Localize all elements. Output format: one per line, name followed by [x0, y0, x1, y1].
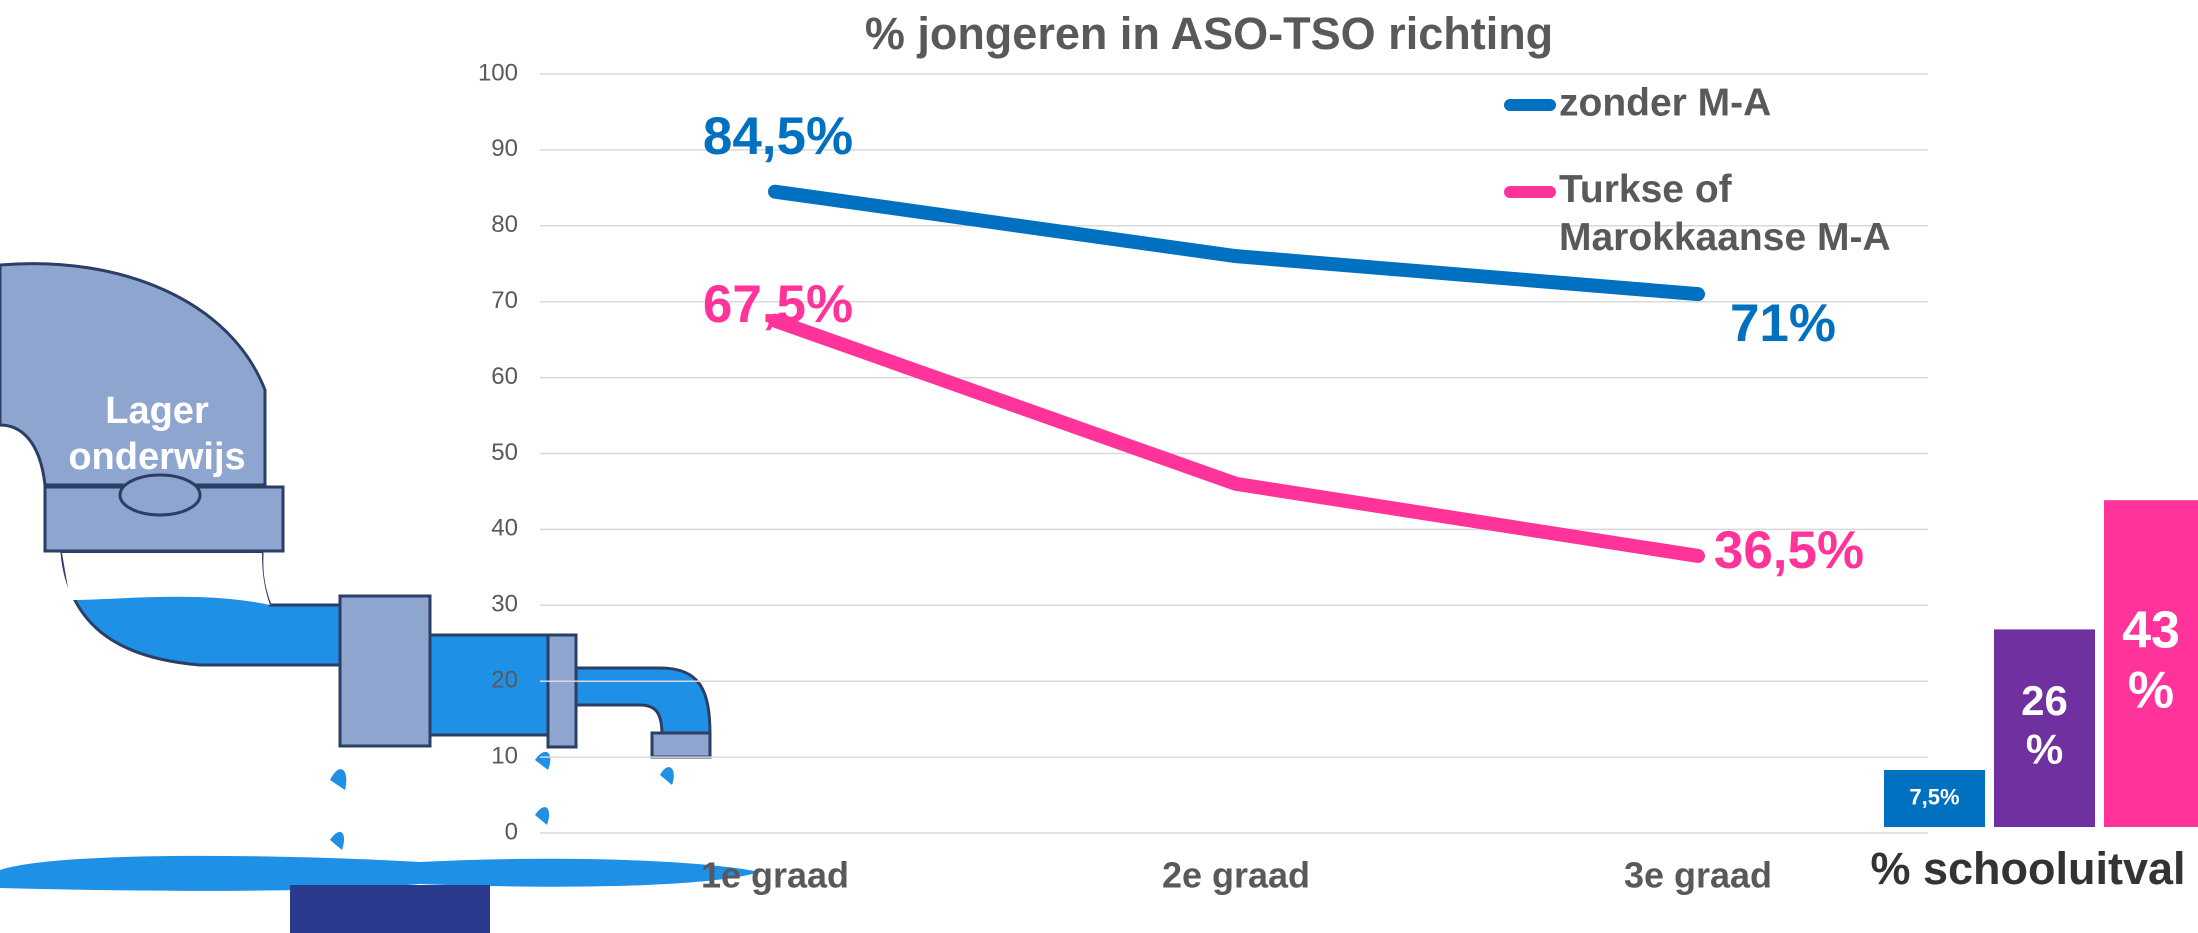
- y-tick-label: 0: [505, 818, 518, 845]
- bar-label: 7,5%: [1909, 784, 1959, 809]
- y-tick-label: 70: [491, 287, 518, 314]
- illustration-label: Lager onderwijs: [68, 390, 245, 478]
- pipe-elbow: [0, 262, 267, 487]
- bar-chart-title: % schooluitval: [1870, 843, 2185, 894]
- data-label: 84,5%: [703, 107, 853, 166]
- data-label: 36,5%: [1714, 521, 1864, 580]
- pipe-illustration: Lager onderwijs: [0, 262, 760, 933]
- chart-title: % jongeren in ASO-TSO richting: [865, 8, 1553, 59]
- y-tick-label: 60: [491, 363, 518, 390]
- y-tick-label: 80: [491, 211, 518, 238]
- y-tick-label: 100: [478, 59, 518, 86]
- bar: [1994, 629, 2095, 827]
- y-tick-label: 20: [491, 667, 518, 694]
- bar: [1884, 770, 1985, 827]
- pipe-joint: [338, 594, 432, 748]
- y-tick-label: 40: [491, 515, 518, 542]
- bar-label: 43%: [2122, 601, 2180, 719]
- x-tick-label: 3e graad: [1624, 855, 1772, 896]
- x-tick-label: 2e graad: [1162, 855, 1310, 896]
- y-tick-label: 50: [491, 439, 518, 466]
- y-tick-label: 10: [491, 742, 518, 769]
- bar-label: 26%: [2021, 677, 2068, 772]
- series-line: [768, 184, 1705, 302]
- y-tick-label: 90: [491, 135, 518, 162]
- pipe-nozzle: [650, 731, 712, 759]
- puddle: [0, 855, 760, 891]
- x-tick-label: 1e graad: [701, 855, 849, 896]
- bar: [2104, 500, 2198, 827]
- y-tick-label: 30: [491, 591, 518, 618]
- pipe-tap: [574, 666, 712, 737]
- legend-label: zonder M-A: [1559, 81, 1771, 124]
- pipe-joint: [546, 633, 578, 749]
- data-label: 67,5%: [703, 275, 853, 334]
- legend-label: Turkse of Marokkaanse M-A: [1559, 168, 1891, 259]
- drain: [290, 885, 490, 933]
- pipe-segment: [428, 633, 550, 737]
- pipe-plate: [118, 473, 202, 517]
- series-line: [768, 313, 1705, 563]
- data-label: 71%: [1730, 294, 1836, 353]
- pipe-inner: [62, 553, 270, 605]
